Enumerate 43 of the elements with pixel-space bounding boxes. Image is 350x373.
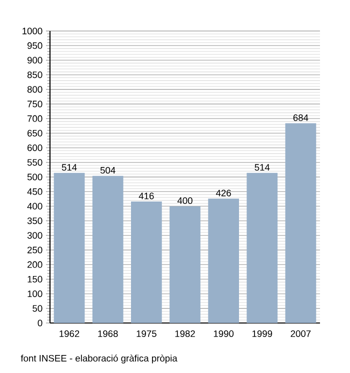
- y-tick-label: 100: [28, 290, 42, 298]
- bar: [285, 123, 316, 323]
- x-tick-label: 1982: [175, 330, 195, 337]
- y-tick-label: 800: [27, 86, 42, 93]
- y-tick-label: 950: [27, 42, 42, 49]
- y-tick-label: 300: [27, 232, 42, 239]
- y-tick-label: 700: [28, 115, 42, 122]
- y-tick-label: 150: [28, 276, 42, 282]
- data-label: 504: [100, 166, 116, 174]
- text: font INSEE - elaboració gràfica pròpia: [20, 354, 178, 364]
- y-tick-label: 850: [27, 72, 42, 78]
- x-tick-label: 1990: [214, 330, 234, 337]
- x-tick-label: 1999: [252, 330, 272, 337]
- y-tick-label: 500: [27, 174, 42, 180]
- data-label: 416: [138, 192, 154, 200]
- bar: [92, 176, 124, 323]
- bar: [208, 198, 239, 323]
- x-tick-label: 1968: [98, 330, 118, 337]
- data-label: 514: [62, 164, 77, 171]
- x-tick-label: 1975: [136, 330, 156, 337]
- y-tick-label: 350: [27, 218, 42, 224]
- y-tick-label: 650: [28, 130, 42, 136]
- data-label: 400: [177, 197, 192, 204]
- y-tick-label: 1000: [22, 28, 42, 34]
- data-label: 684: [293, 114, 308, 121]
- data-label: 426: [216, 190, 231, 196]
- y-tick-label: 0: [38, 320, 42, 326]
- x-tick-label: 1962: [60, 330, 80, 337]
- bar: [131, 202, 162, 323]
- data-label: 514: [254, 164, 270, 171]
- y-tick-label: 900: [27, 56, 42, 64]
- y-tick-label: 600: [28, 144, 42, 152]
- bar: [246, 172, 278, 323]
- x-tick-label: 2007: [290, 330, 311, 337]
- y-tick-label: 50: [32, 305, 42, 312]
- y-tick-label: 550: [27, 159, 42, 166]
- bar: [54, 172, 85, 323]
- y-tick-label: 400: [27, 202, 42, 210]
- y-tick-label: 200: [28, 261, 42, 268]
- bar: [170, 206, 200, 323]
- y-tick-label: 450: [27, 188, 42, 195]
- y-tick-label: 250: [28, 246, 42, 254]
- y-tick-label: 750: [28, 100, 42, 108]
